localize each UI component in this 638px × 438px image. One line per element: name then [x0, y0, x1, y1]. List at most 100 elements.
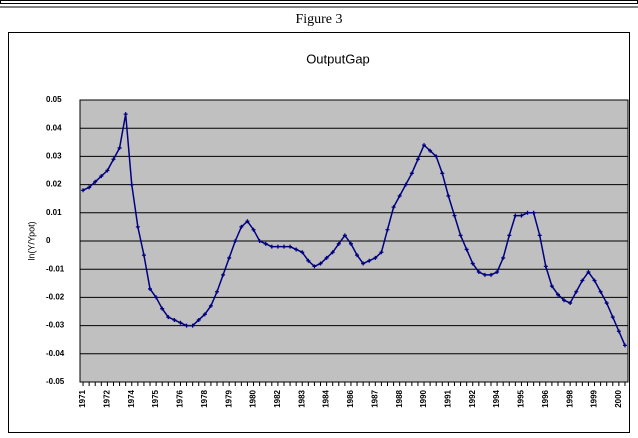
data-point: [409, 171, 414, 176]
x-tick-label: 1978: [200, 389, 209, 407]
y-tick-label: 0.03: [46, 152, 62, 161]
x-tick-label: 1990: [419, 389, 428, 407]
data-point: [464, 247, 469, 252]
data-point: [470, 261, 475, 266]
data-point: [555, 292, 560, 297]
y-tick-label: -0.01: [46, 264, 65, 273]
data-point: [476, 270, 481, 275]
y-tick-label: 0.04: [46, 123, 62, 132]
data-point: [489, 272, 493, 277]
data-point: [306, 258, 311, 263]
data-point: [87, 185, 92, 190]
x-tick-label: 1976: [176, 389, 185, 407]
y-tick-label: 0.01: [46, 208, 62, 217]
data-point: [610, 315, 615, 320]
data-point: [99, 174, 104, 179]
data-point: [385, 227, 390, 232]
data-point: [294, 247, 299, 252]
data-point: [622, 343, 627, 348]
data-point: [233, 239, 238, 243]
data-point: [415, 157, 420, 162]
y-axis-label: ln(Y/Ypot): [26, 221, 36, 260]
data-point: [549, 284, 554, 289]
x-tick-label: 1979: [224, 389, 233, 407]
data-point: [391, 205, 396, 210]
data-point: [81, 188, 86, 193]
y-tick-label: -0.02: [46, 293, 65, 302]
x-tick-label: 1994: [492, 389, 501, 407]
x-tick-label: 1975: [151, 389, 160, 407]
data-point: [531, 210, 536, 215]
data-point: [604, 301, 609, 306]
data-point: [446, 193, 451, 198]
data-point: [178, 320, 183, 325]
x-tick-label: 1974: [127, 389, 136, 407]
data-point: [336, 241, 341, 246]
x-tick-label: 1982: [273, 389, 282, 407]
data-point: [166, 315, 171, 320]
y-tick-label: -0.05: [46, 377, 65, 386]
data-point: [160, 306, 165, 311]
data-point: [111, 157, 116, 162]
data-point: [202, 312, 207, 317]
data-point: [379, 250, 384, 255]
data-point: [373, 255, 378, 260]
data-point: [403, 182, 408, 187]
data-point: [148, 286, 153, 291]
x-tick-label: 1980: [249, 389, 258, 407]
x-tick-label: 1983: [297, 389, 306, 407]
data-point: [458, 233, 463, 238]
data-point: [330, 250, 335, 255]
data-point: [440, 171, 445, 176]
data-point: [172, 317, 177, 322]
y-tick-label: -0.03: [46, 321, 65, 330]
data-point: [495, 270, 500, 275]
data-point: [452, 213, 457, 218]
data-point: [562, 298, 567, 303]
data-point: [592, 278, 597, 283]
data-point: [586, 270, 591, 275]
data-point: [537, 233, 542, 238]
data-point: [251, 227, 256, 232]
data-point: [281, 244, 286, 249]
x-tick-label: 1986: [346, 389, 355, 407]
x-tick-label: 1988: [395, 389, 404, 407]
data-point: [117, 145, 122, 150]
x-tick-label: 1999: [590, 389, 599, 407]
data-point: [434, 154, 439, 159]
x-tick-label: 1992: [468, 389, 477, 407]
data-point: [318, 261, 323, 266]
data-point: [93, 179, 98, 184]
data-point: [519, 213, 524, 218]
data-point: [543, 264, 548, 269]
data-point: [300, 250, 305, 255]
data-point: [367, 258, 372, 263]
y-tick-label: 0.05: [46, 95, 62, 104]
data-point: [269, 244, 274, 249]
data-point: [348, 241, 353, 246]
data-point: [184, 323, 189, 328]
top-rule: [0, 0, 638, 4]
data-point: [342, 233, 347, 238]
data-point: [227, 255, 232, 260]
data-point: [616, 329, 621, 334]
data-point: [245, 219, 250, 224]
data-point: [239, 224, 244, 229]
data-point: [275, 244, 280, 249]
data-point: [482, 272, 487, 277]
data-point: [598, 289, 603, 294]
data-point: [574, 289, 579, 294]
data-point: [397, 193, 402, 198]
data-point: [428, 148, 433, 153]
y-tick-label: -0.04: [46, 349, 65, 358]
data-point: [141, 253, 146, 258]
data-point: [361, 261, 366, 266]
data-point: [580, 278, 585, 283]
data-point: [135, 224, 140, 229]
figure-caption: Figure 3: [295, 12, 342, 27]
x-tick-label: 1995: [517, 389, 526, 407]
data-point: [422, 143, 427, 148]
data-point: [196, 317, 201, 322]
data-point: [263, 241, 268, 246]
